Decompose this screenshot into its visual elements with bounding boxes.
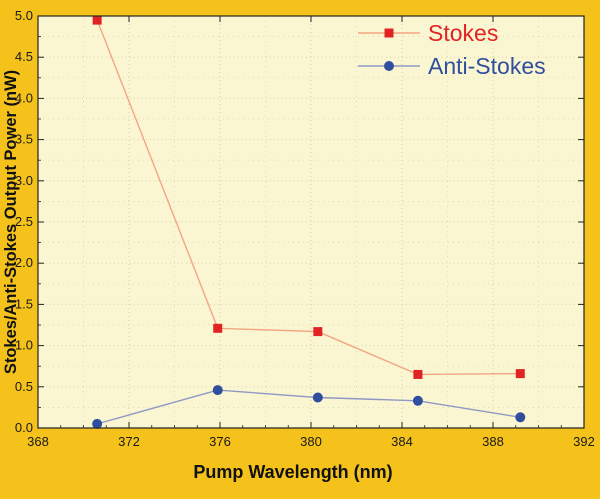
anti-stokes-point xyxy=(92,418,103,429)
legend-label-stokes: Stokes xyxy=(428,20,498,46)
y-tick-label: 4.0 xyxy=(15,90,33,105)
stokes-point xyxy=(92,15,102,25)
x-axis-title: Pump Wavelength (nm) xyxy=(193,462,392,482)
stokes-point xyxy=(413,369,423,379)
anti-stokes-point xyxy=(212,385,223,396)
stokes-point xyxy=(515,369,525,379)
y-tick-label: 5.0 xyxy=(15,8,33,23)
y-tick-label: 0.5 xyxy=(15,379,33,394)
x-tick-label: 380 xyxy=(300,434,322,449)
data-markers xyxy=(92,15,526,429)
anti-stokes-point xyxy=(312,392,323,403)
axes xyxy=(37,15,585,429)
x-tick-label: 372 xyxy=(118,434,140,449)
x-tick-label: 392 xyxy=(573,434,595,449)
y-tick-label: 1.0 xyxy=(15,338,33,353)
anti-stokes-point xyxy=(515,412,526,423)
x-tick-label: 388 xyxy=(482,434,504,449)
y-tick-label: 3.0 xyxy=(15,173,33,188)
anti-stokes-point xyxy=(412,395,423,406)
y-tick-labels: 0.0 0.5 1.0 1.5 2.0 2.5 3.0 3.5 4.0 4.5 5.0 xyxy=(15,8,33,435)
stokes-point xyxy=(213,323,223,333)
stokes-point xyxy=(313,327,323,337)
y-tick-label: 0.0 xyxy=(15,420,33,435)
legend-marker-anti-stokes xyxy=(384,61,394,71)
x-tick-label: 384 xyxy=(391,434,413,449)
y-tick-label: 3.5 xyxy=(15,132,33,147)
legend: Stokes Anti-Stokes xyxy=(358,20,546,79)
legend-marker-stokes xyxy=(384,28,394,38)
y-tick-label: 1.5 xyxy=(15,296,33,311)
legend-label-anti-stokes: Anti-Stokes xyxy=(428,53,546,79)
y-tick-label: 4.5 xyxy=(15,49,33,64)
y-axis-title: Stokes/Anti-Stokes Output Power (nW) xyxy=(2,70,20,374)
x-tick-label: 376 xyxy=(209,434,231,449)
x-tick-label: 368 xyxy=(27,434,49,449)
y-tick-label: 2.0 xyxy=(15,255,33,270)
y-tick-label: 2.5 xyxy=(15,214,33,229)
x-tick-labels: 368 372 376 380 384 388 392 xyxy=(27,434,595,449)
